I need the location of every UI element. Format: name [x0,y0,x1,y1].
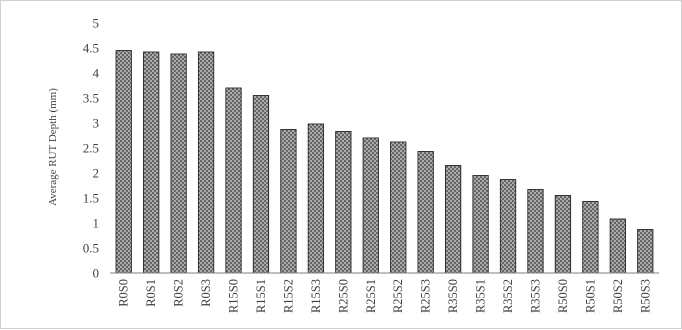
x-category-label: R50S0 [556,279,570,313]
bar [582,201,599,274]
bar [307,123,325,274]
bar [143,51,160,274]
y-tick-label: 1 [93,216,100,231]
y-tick-label: 2 [93,166,100,181]
y-tick-label: 3.5 [83,91,99,106]
bar [115,50,132,274]
bar [280,129,297,274]
bar [335,131,352,274]
bar [197,51,215,274]
y-tick-label: 4.5 [83,41,99,56]
bar [252,95,270,274]
x-category-label: R25S1 [364,279,378,313]
bar [499,179,517,274]
bar [362,137,379,274]
x-category-label: R50S2 [611,279,625,313]
x-category-label: R35S1 [474,279,488,313]
x-category-label: R35S3 [528,279,542,313]
x-category-label: R35S2 [501,279,515,313]
bar [170,53,187,274]
y-tick-label: 0 [93,266,100,281]
bar [637,229,654,274]
x-category-label: R25S0 [336,279,350,313]
bar-series [115,50,654,274]
x-category-label: R15S1 [254,279,268,313]
x-axis-category-labels: R0S0 R0S1 R0S2 R0S3 R15S0 R15S1 R15S2 R15S3 R25S… [117,279,653,313]
y-tick-label: 5 [93,16,100,31]
x-category-label: R0S3 [199,279,213,307]
bar [472,175,489,274]
x-category-label: R15S2 [281,279,295,313]
x-category-label: R25S2 [391,279,405,313]
y-tick-label: 1.5 [83,191,99,206]
x-category-label: R25S3 [419,279,433,313]
bar [225,87,242,274]
bar [417,151,434,274]
x-category-label: R15S0 [227,279,241,313]
x-category-label: R0S2 [172,279,186,307]
x-category-label: R0S0 [117,279,131,307]
y-tick-label: 2.5 [83,141,99,156]
bar [609,218,626,274]
y-tick-label: 4 [93,66,100,81]
x-category-label: R0S1 [144,279,158,307]
y-axis-title: Average RUT Depth (mm) [47,88,59,206]
bar [554,195,572,274]
x-category-label: R50S1 [583,279,597,313]
bar [444,165,462,274]
bar [390,141,407,274]
y-axis-tick-labels: 0 0.5 1 1.5 2 2.5 3 3.5 4 4.5 5 [83,16,100,281]
y-tick-label: 3 [93,116,100,131]
x-category-label: R15S3 [309,279,323,313]
bar [527,189,544,274]
x-category-label: R50S3 [638,279,652,313]
y-tick-label: 0.5 [83,241,99,256]
x-category-label: R35S0 [446,279,460,313]
